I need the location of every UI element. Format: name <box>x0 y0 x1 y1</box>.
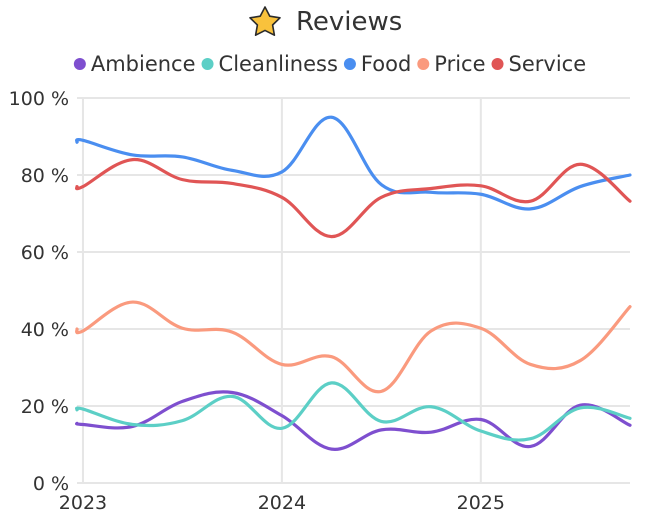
legend-label-service: Service <box>509 52 587 76</box>
legend-marker-ambience <box>73 58 86 70</box>
legend-item-service[interactable]: Service <box>491 52 587 76</box>
legend-item-cleanliness[interactable]: Cleanliness <box>201 52 338 76</box>
y-tick-label: 80 % <box>21 165 69 187</box>
y-tick-label: 40 % <box>21 319 69 341</box>
legend-marker-price <box>417 58 430 70</box>
series-line-cleanliness <box>75 381 632 442</box>
y-axis-ticks: 0 % 20 % 40 % 60 % 80 % 100 % <box>9 88 69 495</box>
series-line-ambience <box>75 390 632 451</box>
y-tick-label: 60 % <box>21 242 69 264</box>
legend-item-price[interactable]: Price <box>417 52 486 76</box>
series-lines <box>75 115 632 451</box>
x-tick-label: 2023 <box>59 492 107 514</box>
legend: Ambience Cleanliness Food Price Service <box>73 52 587 76</box>
legend-marker-food <box>343 58 356 70</box>
y-tick-label: 100 % <box>9 88 69 110</box>
series-line-service <box>75 157 632 239</box>
legend-label-food: Food <box>361 52 411 76</box>
legend-label-ambience: Ambience <box>91 52 196 76</box>
series-line-food <box>75 115 632 211</box>
series-line-price <box>75 300 632 394</box>
legend-marker-cleanliness <box>201 58 214 70</box>
y-tick-label: 20 % <box>21 396 69 418</box>
chart-title: Reviews <box>249 6 402 37</box>
x-tick-label: 2024 <box>258 492 306 514</box>
chart-title-text: Reviews <box>296 7 402 37</box>
y-tick-label: 0 % <box>33 473 69 495</box>
legend-item-food[interactable]: Food <box>343 52 411 76</box>
legend-label-cleanliness: Cleanliness <box>219 52 338 76</box>
legend-marker-service <box>491 58 504 70</box>
x-tick-label: 2025 <box>457 492 505 514</box>
legend-item-ambience[interactable]: Ambience <box>73 52 196 76</box>
x-axis-ticks: 2023 2024 2025 <box>59 492 505 514</box>
legend-label-price: Price <box>434 52 485 76</box>
star-icon <box>249 6 281 36</box>
